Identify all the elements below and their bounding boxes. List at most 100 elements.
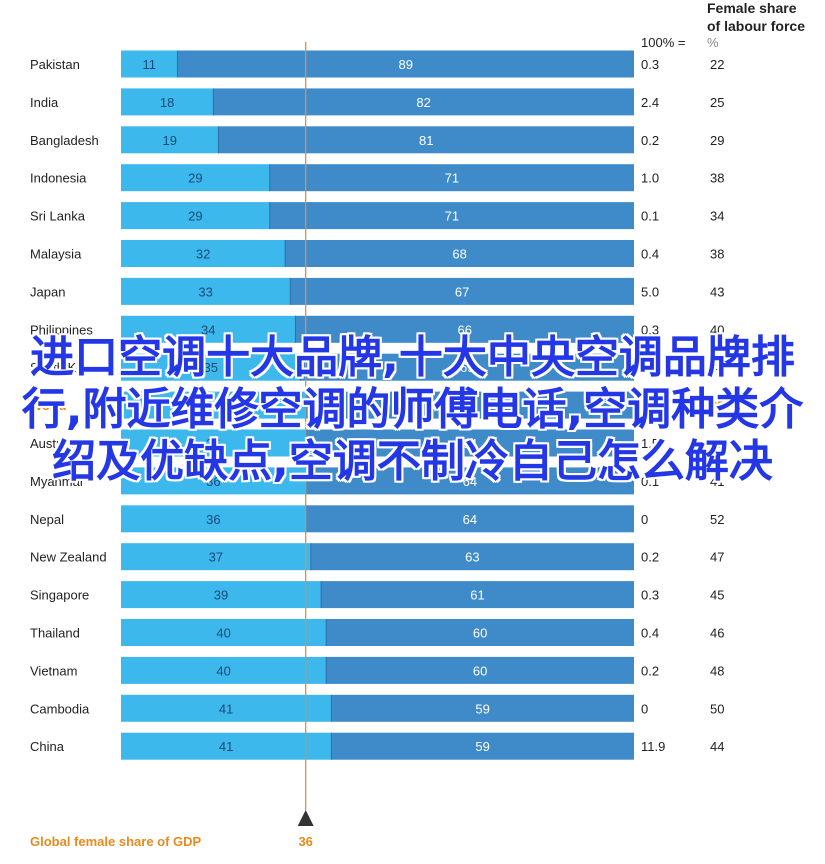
male-bar (305, 467, 634, 495)
gdp-value: 1.0 (641, 171, 659, 186)
male-value-label: 61 (470, 588, 484, 603)
right-column-header-line-1: Female share (707, 0, 797, 16)
male-value-label: 63 (465, 550, 479, 565)
header-100pct: 100% = (641, 35, 685, 50)
category-label: New Zealand (30, 550, 107, 565)
gdp-value: 0.1 (641, 209, 659, 224)
category-label: Bangladesh (30, 133, 99, 148)
male-bar (321, 581, 634, 609)
female-value-label: 40 (216, 626, 230, 641)
labour-share-value: 52 (710, 512, 724, 527)
bar-rows: Pakistan 11 89 0.3 22 India 18 82 2.4 25 Banglades… (30, 50, 724, 760)
labour-share-value: 45 (710, 588, 724, 603)
labour-share-value: 40 (710, 322, 724, 337)
gdp-value: 11.9 (641, 739, 665, 754)
gdp-value: 0.3 (641, 588, 659, 603)
female-value-label: 41 (219, 701, 233, 716)
female-value-label: 34 (201, 322, 215, 337)
gdp-value: 0.3 (641, 322, 659, 337)
bar-row: Malaysia 32 68 0.4 38 (30, 240, 724, 267)
bar-row: Myanmar 36 64 0.1 41 (30, 467, 724, 495)
male-bar (331, 694, 634, 722)
male-bar (177, 50, 634, 78)
female-bar (121, 50, 178, 78)
reference-marker-triangle (297, 810, 314, 826)
male-value-label: 68 (452, 247, 466, 262)
labour-share-value: 29 (710, 133, 724, 148)
right-column-header-line-2: of labour force (707, 18, 805, 34)
male-bar (290, 277, 634, 305)
bar-row: Pakistan 11 89 0.3 22 (30, 50, 724, 78)
female-value-label: 39 (214, 588, 228, 603)
category-label: India (30, 95, 59, 110)
labour-share-value: 25 (710, 95, 724, 110)
female-value-label: 35 (204, 360, 218, 375)
gdp-value: 80.2 (641, 398, 666, 413)
bar-row: China 41 59 11.9 44 (30, 732, 724, 760)
reference-line-group (297, 42, 314, 826)
bar-row: Vietnam 40 60 0.2 48 (30, 656, 724, 684)
bar-row: Thailand 40 60 0.4 46 (30, 619, 724, 646)
female-bar (121, 467, 306, 495)
gdp-value: 5.0 (641, 284, 659, 299)
chart-footer: Global female share of GDP 36 (30, 834, 313, 849)
gdp-value: 0.4 (641, 247, 659, 262)
female-bar (121, 694, 332, 722)
labour-share-value: 39 (710, 398, 724, 413)
male-bar (285, 240, 634, 267)
female-value-label: 18 (160, 95, 174, 110)
male-value-label: 59 (475, 739, 489, 754)
male-value-label: 82 (416, 95, 430, 110)
female-bar (121, 429, 306, 457)
female-value-label: 36 (206, 398, 220, 413)
labour-share-value: 48 (710, 663, 724, 678)
labour-share-value: 22 (710, 57, 724, 72)
male-value-label: 65 (460, 360, 474, 375)
gdp-value: 0.4 (641, 626, 659, 641)
bar-row: Philippines 34 66 0.3 40 (30, 315, 724, 343)
labour-share-value: 38 (710, 247, 724, 262)
bar-row: Japan 33 67 5.0 43 (30, 277, 724, 305)
gdp-value: 0 (641, 701, 648, 716)
category-label: Thailand (30, 626, 80, 641)
category-label: Myanmar (30, 474, 85, 489)
category-label: Cambodia (30, 701, 90, 716)
bar-row: India 18 82 2.4 25 (30, 88, 724, 116)
female-bar (121, 619, 327, 646)
female-value-label: 41 (219, 739, 233, 754)
male-value-label: 64 (463, 436, 477, 451)
gdp-value: 0.2 (641, 550, 659, 565)
male-value-label: 64 (463, 398, 477, 413)
bar-row: New Zealand 37 63 0.2 47 (30, 543, 724, 571)
labour-share-value: 42 (710, 360, 724, 375)
reference-value-label: 36 (298, 834, 312, 849)
bar-row: South Korea 35 65 1.5 42 (30, 353, 724, 381)
female-value-label: 36 (206, 436, 220, 451)
bar-row: Sri Lanka 29 71 0.1 34 (30, 202, 724, 230)
labour-share-value: 50 (710, 701, 724, 716)
male-value-label: 66 (457, 322, 471, 337)
category-label: Singapore (30, 588, 89, 603)
category-label: Australia (30, 436, 81, 451)
bar-row: Singapore 39 61 0.3 45 (30, 581, 724, 609)
gdp-value: 0.1 (641, 474, 659, 489)
labour-share-value: 44 (710, 739, 724, 754)
gdp-value: 1.5 (641, 436, 659, 451)
labour-share-value: 43 (710, 284, 724, 299)
footer-label: Global female share of GDP (30, 834, 202, 849)
male-bar (218, 126, 634, 154)
female-bar (121, 505, 306, 533)
female-bar (121, 240, 286, 267)
male-bar (269, 202, 634, 230)
female-value-label: 36 (206, 512, 220, 527)
bar-row: Nepal 36 64 0 52 (30, 505, 724, 533)
male-value-label: 71 (445, 209, 459, 224)
gdp-value: 0 (641, 512, 648, 527)
bar-row: Bangladesh 19 81 0.2 29 (30, 126, 724, 154)
male-bar (295, 315, 634, 343)
labour-share-value: 47 (710, 550, 724, 565)
male-value-label: 81 (419, 133, 433, 148)
gdp-value: 1.5 (641, 360, 659, 375)
female-value-label: 19 (163, 133, 177, 148)
